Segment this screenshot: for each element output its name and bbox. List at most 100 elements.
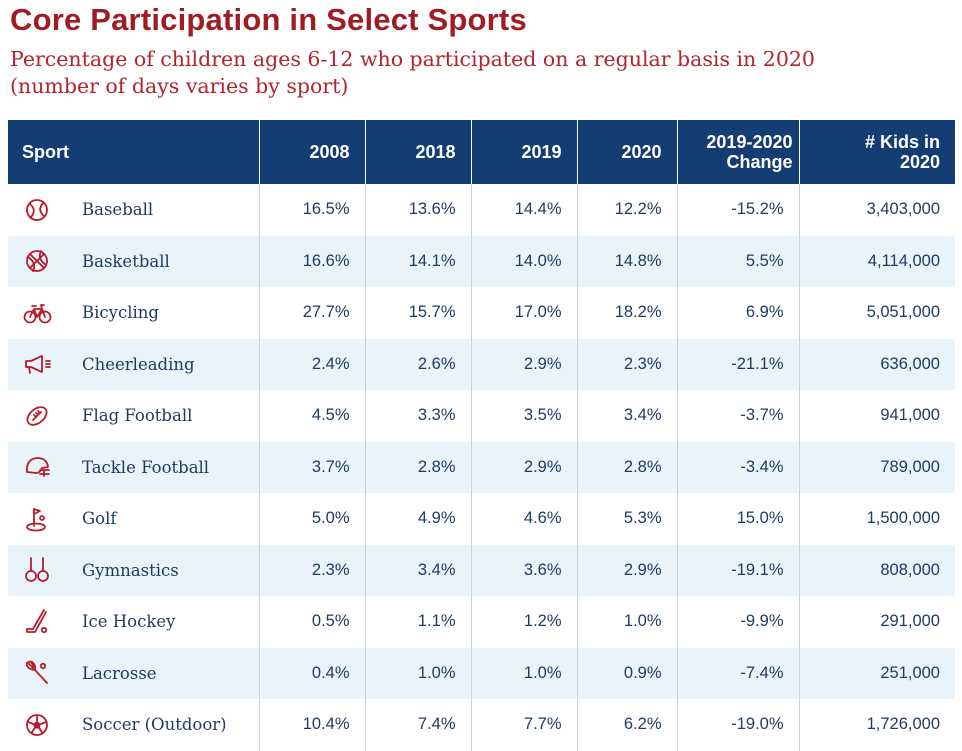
- cell-2018: 14.1%: [364, 235, 471, 287]
- chart-title: Core Participation in Select Sports: [10, 2, 527, 37]
- cell-2008: 16.5%: [258, 184, 365, 236]
- cell-2019: 3.5%: [470, 390, 577, 442]
- cell-sport: Tackle Football: [8, 441, 259, 493]
- cell-kids: 636,000: [798, 338, 955, 390]
- bicycle-icon: [22, 298, 52, 328]
- cell-change: 15.0%: [676, 493, 799, 545]
- cell-2019: 4.6%: [470, 493, 577, 545]
- cell-2019: 3.6%: [470, 544, 577, 596]
- sport-name: Soccer (Outdoor): [82, 715, 227, 735]
- hockey-stick-icon: [22, 607, 52, 637]
- soccer-ball-icon: [22, 710, 52, 740]
- sport-name: Baseball: [82, 200, 154, 220]
- cell-2018: 4.9%: [364, 493, 471, 545]
- cell-2020: 2.9%: [576, 544, 677, 596]
- sport-name: Cheerleading: [82, 354, 195, 374]
- cell-change: 6.9%: [676, 287, 799, 339]
- header-2008: 2008: [258, 120, 365, 184]
- table-row: Tackle Football 3.7% 2.8% 2.9% 2.8% -3.4% 789,…: [8, 441, 955, 493]
- cell-2008: 3.7%: [258, 441, 365, 493]
- cell-2018: 13.6%: [364, 184, 471, 236]
- cell-2018: 3.4%: [364, 544, 471, 596]
- cell-2008: 10.4%: [258, 699, 365, 751]
- sport-name: Golf: [82, 509, 117, 529]
- cell-kids: 291,000: [798, 596, 955, 648]
- cell-2008: 0.4%: [258, 647, 365, 699]
- cell-sport: Bicycling: [8, 287, 259, 339]
- cell-2018: 1.0%: [364, 647, 471, 699]
- cell-2020: 5.3%: [576, 493, 677, 545]
- basketball-icon: [22, 246, 52, 276]
- sport-name: Ice Hockey: [82, 612, 176, 632]
- header-kids: # Kids in 2020: [798, 120, 955, 184]
- sport-name: Flag Football: [82, 406, 193, 426]
- cell-2020: 12.2%: [576, 184, 677, 236]
- cell-2019: 14.4%: [470, 184, 577, 236]
- cell-kids: 3,403,000: [798, 184, 955, 236]
- cell-2019: 1.2%: [470, 596, 577, 648]
- cell-change: -19.0%: [676, 699, 799, 751]
- cell-2018: 2.8%: [364, 441, 471, 493]
- cell-sport: Lacrosse: [8, 647, 259, 699]
- cell-2019: 14.0%: [470, 235, 577, 287]
- cell-kids: 251,000: [798, 647, 955, 699]
- cell-sport: Baseball: [8, 184, 259, 236]
- cell-kids: 789,000: [798, 441, 955, 493]
- table-row: Flag Football 4.5% 3.3% 3.5% 3.4% -3.7% 941,00…: [8, 390, 955, 442]
- header-2019: 2019: [470, 120, 577, 184]
- cell-2018: 2.6%: [364, 338, 471, 390]
- table-row: Ice Hockey 0.5% 1.1% 1.2% 1.0% -9.9% 291,000: [8, 596, 955, 648]
- cell-kids: 1,726,000: [798, 699, 955, 751]
- cell-2008: 16.6%: [258, 235, 365, 287]
- cell-change: -3.4%: [676, 441, 799, 493]
- participation-table: Sport 2008 2018 2019 2020 2019-2020 Chan…: [8, 120, 955, 751]
- table-row: Cheerleading 2.4% 2.6% 2.9% 2.3% -21.1% 636,00…: [8, 338, 955, 390]
- cell-sport: Basketball: [8, 235, 259, 287]
- cell-2019: 2.9%: [470, 338, 577, 390]
- cell-sport: Golf: [8, 493, 259, 545]
- cell-sport: Soccer (Outdoor): [8, 699, 259, 751]
- cell-2020: 14.8%: [576, 235, 677, 287]
- cell-2020: 2.3%: [576, 338, 677, 390]
- lacrosse-stick-icon: [22, 658, 52, 688]
- header-sport: Sport: [8, 120, 259, 184]
- cell-2019: 17.0%: [470, 287, 577, 339]
- cell-2018: 3.3%: [364, 390, 471, 442]
- table-body: Baseball 16.5% 13.6% 14.4% 12.2% -15.2% 3,403,…: [8, 184, 955, 751]
- cell-kids: 941,000: [798, 390, 955, 442]
- helmet-icon: [22, 452, 52, 482]
- cell-sport: Cheerleading: [8, 338, 259, 390]
- table-row: Basketball 16.6% 14.1% 14.0% 14.8% 5.5% 4,114,…: [8, 235, 955, 287]
- cell-2020: 0.9%: [576, 647, 677, 699]
- cell-2008: 27.7%: [258, 287, 365, 339]
- sport-name: Gymnastics: [82, 560, 179, 580]
- cell-2008: 2.4%: [258, 338, 365, 390]
- cell-sport: Flag Football: [8, 390, 259, 442]
- cell-change: 5.5%: [676, 235, 799, 287]
- football-icon: [22, 401, 52, 431]
- cell-2020: 1.0%: [576, 596, 677, 648]
- sport-name: Tackle Football: [82, 457, 210, 477]
- cell-2020: 2.8%: [576, 441, 677, 493]
- cell-change: -3.7%: [676, 390, 799, 442]
- cell-kids: 808,000: [798, 544, 955, 596]
- cell-2020: 3.4%: [576, 390, 677, 442]
- cell-2008: 0.5%: [258, 596, 365, 648]
- chart-subtitle: Percentage of children ages 6-12 who par…: [10, 47, 815, 98]
- table-row: Lacrosse 0.4% 1.0% 1.0% 0.9% -7.4% 251,000: [8, 647, 955, 699]
- cell-2019: 2.9%: [470, 441, 577, 493]
- header-2020: 2020: [576, 120, 677, 184]
- baseball-icon: [22, 195, 52, 225]
- table-row: Golf 5.0% 4.9% 4.6% 5.3% 15.0% 1,500,000: [8, 493, 955, 545]
- cell-kids: 5,051,000: [798, 287, 955, 339]
- cell-2008: 5.0%: [258, 493, 365, 545]
- table-row: Bicycling 27.7% 15.7% 17.0% 18.2% 6.9% 5,051,0…: [8, 287, 955, 339]
- cell-2008: 2.3%: [258, 544, 365, 596]
- cell-sport: Gymnastics: [8, 544, 259, 596]
- megaphone-icon: [22, 349, 52, 379]
- cell-change: -7.4%: [676, 647, 799, 699]
- cell-change: -19.1%: [676, 544, 799, 596]
- header-row: Sport 2008 2018 2019 2020 2019-2020 Chan…: [8, 120, 955, 184]
- cell-2020: 6.2%: [576, 699, 677, 751]
- cell-2018: 7.4%: [364, 699, 471, 751]
